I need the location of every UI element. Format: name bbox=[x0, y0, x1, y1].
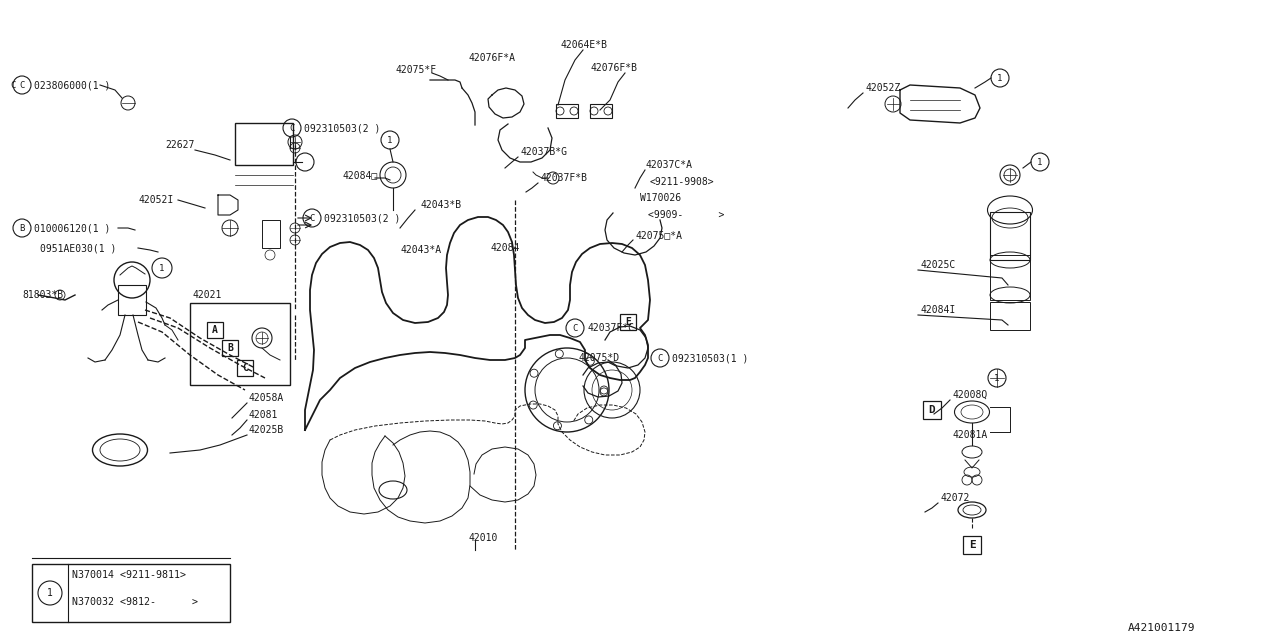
Text: N370032 <9812-      >: N370032 <9812- > bbox=[72, 597, 198, 607]
Text: C: C bbox=[658, 353, 663, 362]
Text: E: E bbox=[625, 317, 631, 327]
Text: 010006120(1 ): 010006120(1 ) bbox=[35, 223, 110, 233]
Text: 1: 1 bbox=[159, 264, 165, 273]
Text: 1: 1 bbox=[997, 74, 1002, 83]
Text: 42084: 42084 bbox=[490, 243, 520, 253]
Bar bbox=[236, 123, 293, 165]
Text: N370014 <9211-9811>: N370014 <9211-9811> bbox=[72, 570, 186, 580]
Text: 42075□*A: 42075□*A bbox=[635, 230, 682, 240]
Text: 1: 1 bbox=[995, 374, 1000, 383]
Bar bbox=[32, 564, 230, 622]
Bar bbox=[221, 340, 238, 356]
Text: A421001179: A421001179 bbox=[1128, 623, 1196, 633]
Text: 42052Z: 42052Z bbox=[865, 83, 900, 93]
Text: C: C bbox=[289, 124, 294, 132]
Text: 42037B*G: 42037B*G bbox=[520, 147, 567, 157]
Bar bbox=[118, 285, 146, 315]
Text: 1: 1 bbox=[1037, 157, 1043, 166]
Text: 42037C*A: 42037C*A bbox=[645, 160, 692, 170]
Bar bbox=[590, 104, 612, 118]
Bar bbox=[620, 314, 636, 330]
Bar bbox=[963, 536, 980, 554]
Bar bbox=[989, 255, 1030, 300]
Text: 42072: 42072 bbox=[940, 493, 969, 503]
Text: 023806000(1 ): 023806000(1 ) bbox=[35, 80, 110, 90]
Bar bbox=[237, 360, 253, 376]
Text: 1: 1 bbox=[388, 136, 393, 145]
Text: <9909-      >: <9909- > bbox=[648, 210, 724, 220]
Text: B: B bbox=[227, 343, 233, 353]
Text: 1: 1 bbox=[47, 588, 52, 598]
Text: 42076F*B: 42076F*B bbox=[590, 63, 637, 73]
Text: 42084I: 42084I bbox=[920, 305, 955, 315]
Text: E: E bbox=[969, 540, 975, 550]
Text: C: C bbox=[10, 81, 15, 90]
Text: W170026: W170026 bbox=[640, 193, 681, 203]
Text: C: C bbox=[242, 363, 248, 373]
Text: 42037F*C: 42037F*C bbox=[588, 323, 634, 333]
Text: C: C bbox=[19, 81, 24, 90]
Text: 42075*D: 42075*D bbox=[579, 353, 620, 363]
Text: 42008Q: 42008Q bbox=[952, 390, 987, 400]
Bar bbox=[923, 401, 941, 419]
Text: 42010: 42010 bbox=[468, 533, 498, 543]
Text: 42052I: 42052I bbox=[138, 195, 173, 205]
Bar bbox=[207, 322, 223, 338]
Text: 22627: 22627 bbox=[165, 140, 195, 150]
Text: 092310503(2 ): 092310503(2 ) bbox=[324, 213, 401, 223]
Text: A: A bbox=[212, 325, 218, 335]
Text: 81803*B: 81803*B bbox=[22, 290, 63, 300]
Text: <9211-9908>: <9211-9908> bbox=[650, 177, 714, 187]
Text: 42075*F: 42075*F bbox=[396, 65, 436, 75]
Text: 42037F*B: 42037F*B bbox=[540, 173, 588, 183]
Text: 092310503(2 ): 092310503(2 ) bbox=[305, 123, 380, 133]
Text: 0951AE030(1 ): 0951AE030(1 ) bbox=[40, 243, 116, 253]
Text: C: C bbox=[572, 323, 577, 333]
Bar bbox=[989, 212, 1030, 260]
Text: 42058A: 42058A bbox=[248, 393, 283, 403]
Text: 42076F*A: 42076F*A bbox=[468, 53, 515, 63]
Text: 42025B: 42025B bbox=[248, 425, 283, 435]
Text: B: B bbox=[19, 223, 24, 232]
Bar bbox=[262, 220, 280, 248]
Text: 42043*B: 42043*B bbox=[420, 200, 461, 210]
Text: 42043*A: 42043*A bbox=[401, 245, 442, 255]
Text: 42081A: 42081A bbox=[952, 430, 987, 440]
Text: D: D bbox=[928, 405, 936, 415]
Bar bbox=[189, 303, 291, 385]
Bar bbox=[556, 104, 579, 118]
Bar bbox=[989, 302, 1030, 330]
Text: 42081: 42081 bbox=[248, 410, 278, 420]
Text: 42021: 42021 bbox=[192, 290, 221, 300]
Text: 092310503(1 ): 092310503(1 ) bbox=[672, 353, 749, 363]
Text: C: C bbox=[310, 214, 315, 223]
Text: 42084□: 42084□ bbox=[342, 170, 378, 180]
Text: 42025C: 42025C bbox=[920, 260, 955, 270]
Text: 42064E*B: 42064E*B bbox=[561, 40, 607, 50]
